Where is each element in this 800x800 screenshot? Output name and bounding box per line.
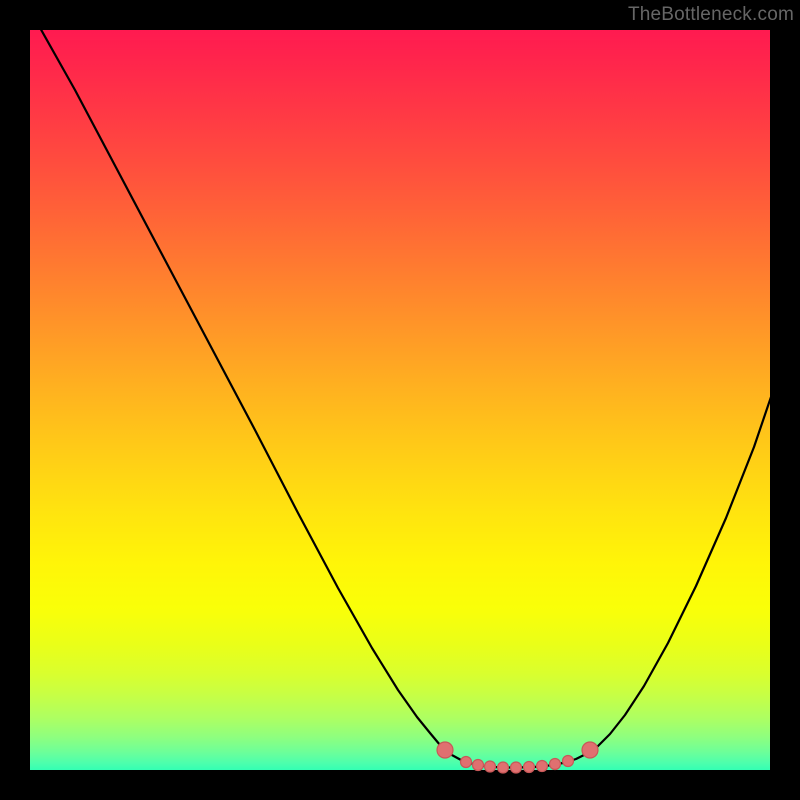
marker-point	[550, 759, 561, 770]
marker-point	[511, 762, 522, 773]
chart-container: TheBottleneck.com	[0, 0, 800, 800]
marker-point	[582, 742, 598, 758]
marker-point	[461, 757, 472, 768]
marker-point	[498, 762, 509, 773]
marker-point	[437, 742, 453, 758]
marker-point	[524, 762, 535, 773]
bottleneck-chart	[0, 0, 800, 800]
marker-point	[563, 756, 574, 767]
marker-point	[485, 761, 496, 772]
marker-point	[473, 760, 484, 771]
watermark-text: TheBottleneck.com	[628, 4, 794, 26]
marker-point	[537, 761, 548, 772]
